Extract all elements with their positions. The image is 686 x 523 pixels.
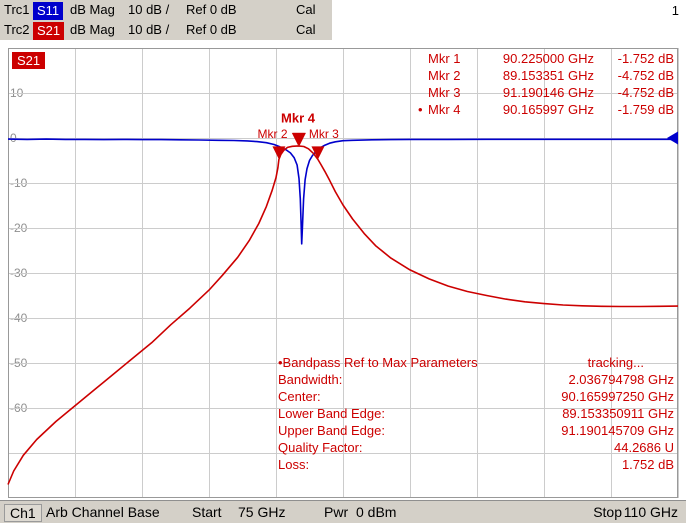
stop-label: Stop xyxy=(593,504,622,520)
marker-readout: Mkr 1 90.225000 GHz -1.752 dB Mkr 2 89.1… xyxy=(418,50,674,118)
marker-label: Mkr 2 xyxy=(428,68,461,83)
active-trace-chip[interactable]: S21 xyxy=(12,52,46,69)
marker-label: Mkr 4 xyxy=(428,102,461,117)
bandpass-row: Upper Band Edge: 91.190145709 GHz xyxy=(278,422,674,439)
bandpass-row: Loss: 1.752 dB xyxy=(278,456,674,473)
trace2-name: Trc2 xyxy=(4,22,30,37)
bandpass-label: Bandwidth: xyxy=(278,372,343,387)
channel-bar: Ch1 Arb Channel Base Start 75 GHz Pwr 0 … xyxy=(0,500,686,523)
marker-plot-label-mkr4: Mkr 4 xyxy=(281,110,315,126)
marker-frequency: 91.190146 GHz xyxy=(502,85,594,100)
marker-value: -1.752 dB xyxy=(617,51,674,66)
marker-bullet: • xyxy=(418,102,423,117)
start-frequency: 75 GHz xyxy=(238,504,286,520)
bandpass-row: •Bandpass Ref to Max Parameters tracking… xyxy=(278,354,674,371)
s21-trace[interactable] xyxy=(7,145,679,485)
marker-readout-row: Mkr 1 90.225000 GHz -1.752 dB xyxy=(418,50,674,67)
diagram-area-number: 1 xyxy=(671,3,679,18)
marker-value: -1.759 dB xyxy=(617,102,674,117)
marker-bullet xyxy=(418,50,428,67)
bandpass-title: •Bandpass Ref to Max Parameters xyxy=(278,355,478,370)
channel-button[interactable]: Ch1 xyxy=(4,504,42,522)
bandpass-label: Loss: xyxy=(278,457,310,472)
marker-bullet xyxy=(418,84,428,101)
bandpass-row: Quality Factor: 44.2686 U xyxy=(278,439,674,456)
trace2-cal-status: Cal xyxy=(296,22,316,37)
channel-base-label: Arb Channel Base xyxy=(46,504,160,520)
marker-readout-row: • Mkr 4 90.165997 GHz -1.759 dB xyxy=(418,101,674,118)
marker-triangle-mkr3[interactable] xyxy=(311,146,325,160)
trace1-cal-status: Cal xyxy=(296,2,316,17)
bandpass-value: 91.190145709 GHz xyxy=(561,423,674,438)
bandpass-value: 1.752 dB xyxy=(621,457,674,472)
marker-frequency: 89.153351 GHz xyxy=(502,68,594,83)
start-label: Start xyxy=(192,504,222,520)
trace2-format: dB Mag xyxy=(70,22,115,37)
bandpass-parameters: •Bandpass Ref to Max Parameters tracking… xyxy=(278,354,674,473)
trace1-header-row[interactable]: Trc1 S11 dB Mag 10 dB / Ref 0 dB Cal xyxy=(0,0,332,20)
ref-level-arrow-s11 xyxy=(667,131,678,145)
bandpass-value: 44.2686 U xyxy=(614,440,674,455)
trace2-param[interactable]: S21 xyxy=(33,22,65,40)
trace1-scale: 10 dB / xyxy=(128,2,170,17)
trace1-name: Trc1 xyxy=(4,2,30,17)
power-label: Pwr xyxy=(324,504,349,520)
s11-trace[interactable] xyxy=(7,138,678,245)
marker-readout-row: Mkr 3 91.190146 GHz -4.752 dB xyxy=(418,84,674,101)
bandpass-label: Quality Factor: xyxy=(278,440,363,455)
bandpass-tracking-status: tracking... xyxy=(587,355,644,370)
power-value: 0 dBm xyxy=(356,504,397,520)
trace2-ref: Ref 0 dB xyxy=(186,22,237,37)
bandpass-value: 90.165997250 GHz xyxy=(561,389,674,404)
marker-label: Mkr 3 xyxy=(428,85,461,100)
trace2-header-row[interactable]: Trc2 S21 dB Mag 10 dB / Ref 0 dB Cal xyxy=(0,20,332,40)
trace1-format: dB Mag xyxy=(70,2,115,17)
bandpass-row: Lower Band Edge: 89.153350911 GHz xyxy=(278,405,674,422)
trace1-param[interactable]: S11 xyxy=(33,2,64,20)
plot-border xyxy=(8,48,678,498)
bandpass-row: Center: 90.165997250 GHz xyxy=(278,388,674,405)
bandpass-row: Bandwidth: 2.036794798 GHz xyxy=(278,371,674,388)
marker-value: -4.752 dB xyxy=(617,68,674,83)
bandpass-label: Upper Band Edge: xyxy=(278,423,385,438)
trace2-scale: 10 dB / xyxy=(128,22,170,37)
marker-label: Mkr 1 xyxy=(428,51,461,66)
bandpass-value: 89.153350911 GHz xyxy=(562,406,674,421)
bandpass-label: Center: xyxy=(278,389,321,404)
marker-triangle-mkr4[interactable] xyxy=(291,132,305,146)
marker-value: -4.752 dB xyxy=(617,85,674,100)
marker-plot-label-mkr2: Mkr 2 xyxy=(257,127,288,141)
marker-bullet xyxy=(418,67,428,84)
bandpass-label: Lower Band Edge: xyxy=(278,406,385,421)
stop-frequency: 110 GHz xyxy=(623,504,678,520)
trace1-ref: Ref 0 dB xyxy=(186,2,237,17)
marker-readout-row: Mkr 2 89.153351 GHz -4.752 dB xyxy=(418,67,674,84)
marker-frequency: 90.225000 GHz xyxy=(502,51,594,66)
bandpass-value: 2.036794798 GHz xyxy=(568,372,674,387)
marker-frequency: 90.165997 GHz xyxy=(502,102,594,117)
marker-plot-label-mkr3: Mkr 3 xyxy=(308,127,339,141)
marker-triangle-mkr2[interactable] xyxy=(272,146,286,160)
